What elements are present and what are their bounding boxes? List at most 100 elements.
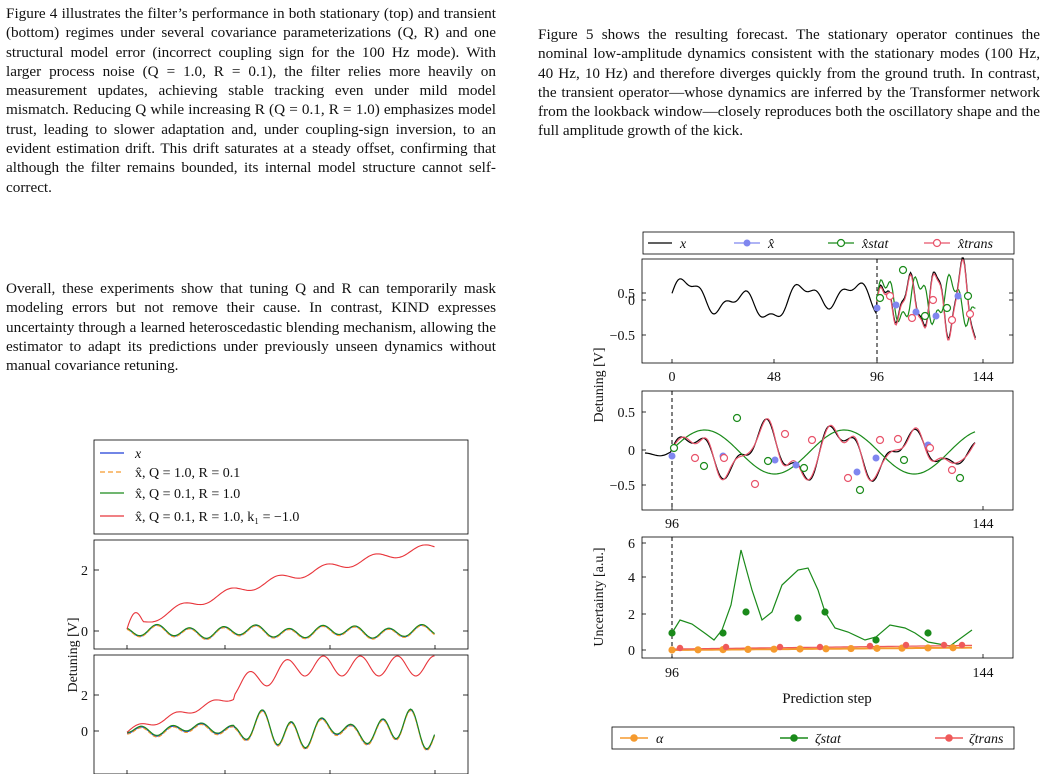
fig5-p3-zstat-marker xyxy=(794,614,802,622)
fig5-p2-xstat-marker xyxy=(763,456,773,466)
fig5-p3-zstat-marker xyxy=(719,629,727,637)
fig5-p2-curves xyxy=(644,413,976,495)
fig5-p2-xstat-marker xyxy=(699,461,709,471)
fig5-p1-ytick: −0.5 xyxy=(610,329,635,344)
fig5-p3-zstat-marker xyxy=(924,629,932,637)
fig5-p2-xstat-marker xyxy=(855,485,865,495)
fig5-p1-xhat-marker xyxy=(873,304,881,312)
fig5-xlabel: Prediction step xyxy=(782,691,872,707)
fig5-p3-alpha-marker xyxy=(822,645,830,653)
fig5-p3-ztrans-marker xyxy=(958,641,966,649)
fig5-legend-top-box xyxy=(642,231,1015,255)
fig5-p3-zstat-marker xyxy=(742,608,750,616)
fig5-p1-xhat-marker xyxy=(932,312,940,320)
fig5-p1-xtrans-marker xyxy=(928,295,938,305)
fig5-p1-xhat-marker xyxy=(912,308,920,316)
fig5-p1-xstat-marker xyxy=(942,303,952,313)
fig5-p2-xtick: 96 xyxy=(665,517,679,532)
fig5-legend-zstat: ζstat xyxy=(815,732,842,747)
fig5-p3-ztrans-marker xyxy=(816,643,824,651)
fig4-top-q1-line xyxy=(126,625,435,641)
fig4-legend-q3: x̂, Q = 0.1, R = 1.0, k₁ = −1.0 xyxy=(135,510,299,525)
fig5-p2-xtrans-marker xyxy=(780,429,790,439)
fig5-legend-x: x xyxy=(679,237,687,252)
fig5-p3-alpha-marker xyxy=(744,645,752,653)
fig4-bottom-curves xyxy=(126,655,436,752)
fig5-p1-xtick: 96 xyxy=(870,370,884,385)
fig5-legend-bottom-box xyxy=(611,726,1015,750)
fig4-top-q2-line xyxy=(126,623,435,639)
fig5-p3-curves xyxy=(668,549,973,654)
fig5-panel-1 xyxy=(641,258,1014,364)
fig4-top-ytick-2: 2 xyxy=(81,564,88,579)
fig5-legend-xstat: x̂stat xyxy=(861,237,890,252)
fig4-bottom-ytick-0: 0 xyxy=(81,725,88,740)
fig5-legend-xtrans: x̂trans xyxy=(957,237,994,252)
fig5-p2-xhat-marker xyxy=(668,452,676,460)
fig5-p2-x-line xyxy=(644,418,976,482)
fig5-p3-alpha-marker xyxy=(796,645,804,653)
fig5-p3-ztrans-marker xyxy=(866,642,874,650)
fig5-p3-ztrans-marker xyxy=(902,641,910,649)
fig4-bottom-ytick-2: 2 xyxy=(81,689,88,704)
left-paragraph-1: Figure 4 illustrates the filter’s perfor… xyxy=(6,5,496,196)
fig4-legend-box xyxy=(93,439,469,535)
fig5-panel-3 xyxy=(641,536,1014,659)
fig5-p1-xstat-marker xyxy=(875,293,885,303)
fig5-p1-xtick: 48 xyxy=(767,370,781,385)
fig5-p2-xstat-marker xyxy=(669,443,679,453)
fig5-p3-ytick: 2 xyxy=(628,608,635,623)
fig5-p3-alpha-marker xyxy=(770,645,778,653)
fig5-p1-ytick: 0 xyxy=(628,294,635,309)
fig4-bottom-x-line xyxy=(126,709,436,751)
fig5-p2-xtrans-marker xyxy=(719,453,729,463)
fig5-p2-xtick: 144 xyxy=(973,517,994,532)
fig4-legend-q2: x̂, Q = 0.1, R = 1.0 xyxy=(135,487,240,502)
fig5-p2-xhat-marker xyxy=(853,468,861,476)
fig5-p1-xtrans-marker xyxy=(885,291,895,301)
fig4-legend-x: x xyxy=(134,447,142,462)
fig5-p1-xhat-marker xyxy=(954,292,962,300)
fig5-legend-ztrans: ζtrans xyxy=(969,732,1004,747)
fig5-p2-xstat-marker xyxy=(955,473,965,483)
fig4-bottom-q1-line xyxy=(126,709,436,752)
fig5-p3-zstat-line xyxy=(671,549,973,647)
fig4-legend: x x̂, Q = 1.0, R = 0.1 x̂, Q = 0.1, R = … xyxy=(100,447,299,525)
fig5-p3-ztrans-marker xyxy=(940,641,948,649)
fig5-p3-alpha-marker xyxy=(873,644,881,652)
fig5-p3-ytick: 4 xyxy=(628,571,635,586)
fig5-p2-xstat-marker xyxy=(799,463,809,473)
fig5-p2-ytick: −0.5 xyxy=(610,479,635,494)
fig5-p2-xstat-marker xyxy=(732,413,742,423)
fig5-p2-xstat-marker xyxy=(899,455,909,465)
fig4-top-q3-line xyxy=(126,544,435,630)
fig5-p1-ytick: 0.5 xyxy=(618,287,636,302)
fig4-legend-q1: x̂, Q = 1.0, R = 0.1 xyxy=(135,466,240,481)
right-paragraph-1: Figure 5 shows the resulting forecast. T… xyxy=(538,26,1040,140)
fig5-p3-ztrans-marker xyxy=(676,644,684,652)
fig5-p1-xtrans-line xyxy=(876,259,976,341)
fig5-p1-xstat-marker xyxy=(963,291,973,301)
fig4-top-ytick-0: 0 xyxy=(81,625,88,640)
left-paragraph-2: Overall, these experiments show that tun… xyxy=(6,280,496,375)
fig5-ylabel-detuning: Detuning [V] xyxy=(592,347,607,422)
fig5-legend-xhat: x̂ xyxy=(767,237,775,252)
fig5-p1-xtick: 0 xyxy=(669,370,676,385)
fig5-p3-xtick: 144 xyxy=(973,666,994,681)
fig4-bottom-q2-line xyxy=(126,708,436,750)
fig5-p3-zstat-marker xyxy=(821,608,829,616)
fig5-p1-curves xyxy=(671,257,976,341)
fig5-p2-xtrans-marker xyxy=(807,435,817,445)
fig5-p3-ztrans-marker xyxy=(776,643,784,651)
fig5-p3-zstat-marker xyxy=(872,636,880,644)
fig5-p2-xhat-marker xyxy=(872,454,880,462)
fig5-p1-xtrans-marker xyxy=(947,315,957,325)
fig4-bottom-panel xyxy=(93,654,469,774)
fig5-p2-xhat-marker xyxy=(771,456,779,464)
fig5-legend-top: x x̂ x̂stat x̂trans xyxy=(648,237,994,252)
fig5-p2-xtrans-marker xyxy=(947,465,957,475)
fig4-top-curves xyxy=(126,544,435,641)
fig4-ylabel: Detuning [V] xyxy=(66,617,81,692)
fig5-p2-xtrans-marker xyxy=(750,479,760,489)
